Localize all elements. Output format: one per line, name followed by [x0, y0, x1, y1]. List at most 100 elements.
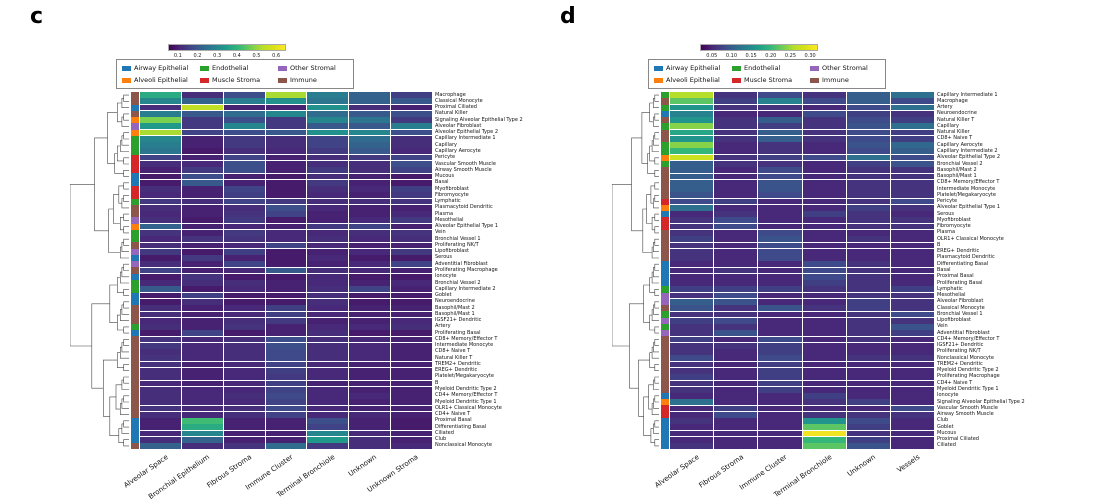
- heatmap-cell: [670, 249, 713, 255]
- heatmap-cell: [847, 211, 890, 217]
- heatmap-cell: [803, 374, 846, 380]
- row-label: Proximal Ciliated: [937, 437, 979, 442]
- heatmap-cell: [847, 205, 890, 211]
- heatmap-cell: [891, 424, 934, 430]
- heatmap-cell: [758, 136, 801, 142]
- row-label: Basophil/Mast 1: [937, 174, 977, 179]
- heatmap-cell: [670, 299, 713, 305]
- heatmap-cell: [891, 199, 934, 205]
- heatmap-cell: [847, 199, 890, 205]
- heatmap-cell: [891, 337, 934, 343]
- heatmap-cell: [891, 268, 934, 274]
- row-label: Basophil/Mast 2: [937, 168, 977, 173]
- heatmap-cell: [891, 280, 934, 286]
- heatmap-cell: [670, 274, 713, 280]
- heatmap-cell: [803, 286, 846, 292]
- heatmap-cell: [803, 130, 846, 136]
- heatmap-cell: [847, 230, 890, 236]
- heatmap-cell: [847, 324, 890, 330]
- row-label: Bronchial Vessel 2: [937, 162, 983, 167]
- heatmap-cell: [803, 268, 846, 274]
- heatmap-cell: [891, 111, 934, 117]
- row-label: Plasma: [937, 230, 955, 235]
- heatmap-cell: [803, 437, 846, 443]
- row-label: Macrophage: [937, 99, 968, 104]
- heatmap-cell: [847, 305, 890, 311]
- heatmap-cell: [714, 381, 757, 387]
- heatmap-cell: [847, 381, 890, 387]
- heatmap-cell: [847, 130, 890, 136]
- heatmap-cell: [847, 249, 890, 255]
- heatmap-cell: [714, 393, 757, 399]
- heatmap-cell: [847, 180, 890, 186]
- heatmap-cell: [714, 142, 757, 148]
- row-label: Ionocyte: [937, 393, 959, 398]
- heatmap-cell: [758, 393, 801, 399]
- heatmap-cell: [758, 105, 801, 111]
- heatmap-cell: [847, 274, 890, 280]
- heatmap-cell: [758, 324, 801, 330]
- legend-item: Endothelial: [732, 64, 802, 72]
- heatmap-cell: [847, 98, 890, 104]
- heatmap-cell: [714, 136, 757, 142]
- heatmap-cell: [803, 136, 846, 142]
- heatmap-cell: [670, 286, 713, 292]
- heatmap-cell: [891, 399, 934, 405]
- heatmap-cell: [670, 280, 713, 286]
- heatmap-cell: [714, 148, 757, 154]
- row-label: Lymphatic: [937, 287, 963, 292]
- heatmap-cell: [758, 418, 801, 424]
- heatmap-cell: [714, 268, 757, 274]
- heatmap-cell: [714, 349, 757, 355]
- heatmap-cell: [891, 374, 934, 380]
- heatmap-cell: [891, 355, 934, 361]
- row-label: Classical Monocyte: [937, 306, 985, 311]
- heatmap-cell: [758, 117, 801, 123]
- row-label: Natural Killer: [937, 130, 970, 135]
- heatmap-cell: [847, 167, 890, 173]
- heatmap-cell: [847, 268, 890, 274]
- heatmap-cell: [758, 305, 801, 311]
- heatmap-cell: [803, 224, 846, 230]
- heatmap-cell: [670, 424, 713, 430]
- heatmap-cell: [891, 136, 934, 142]
- heatmap-cell: [758, 399, 801, 405]
- heatmap-cell: [891, 324, 934, 330]
- heatmap-cell: [758, 274, 801, 280]
- heatmap-cell: [891, 211, 934, 217]
- heatmap-cell: [891, 255, 934, 261]
- heatmap-grid: [670, 92, 934, 449]
- row-label: Proliferating Basal: [937, 281, 983, 286]
- heatmap-cell: [714, 261, 757, 267]
- legend-item-label: Muscle Stroma: [744, 76, 792, 84]
- heatmap-cell: [758, 123, 801, 129]
- heatmap-cell: [847, 355, 890, 361]
- heatmap-cell: [803, 431, 846, 437]
- heatmap-cell: [714, 418, 757, 424]
- heatmap-cell: [670, 362, 713, 368]
- row-label: IGSF21+ Dendritic: [937, 343, 983, 348]
- heatmap-cell: [758, 249, 801, 255]
- heatmap-cell: [670, 399, 713, 405]
- heatmap-cell: [891, 92, 934, 98]
- row-label: Capillary Intermediate 1: [937, 93, 998, 98]
- heatmap-cell: [714, 174, 757, 180]
- heatmap-cell: [891, 217, 934, 223]
- heatmap-cell: [758, 293, 801, 299]
- heatmap-cell: [891, 286, 934, 292]
- heatmap-cell: [714, 130, 757, 136]
- legend-swatch-icon: [810, 78, 819, 83]
- heatmap-cell: [891, 312, 934, 318]
- heatmap-cell: [803, 368, 846, 374]
- row-label: Intermediate Monocyte: [937, 187, 995, 192]
- heatmap-cell: [758, 243, 801, 249]
- heatmap-cell: [891, 443, 934, 449]
- heatmap-cell: [803, 217, 846, 223]
- heatmap-cell: [803, 393, 846, 399]
- heatmap-cell: [670, 293, 713, 299]
- heatmap-cell: [891, 148, 934, 154]
- heatmap-cell: [714, 167, 757, 173]
- row-label: Vascular Smooth Muscle: [937, 406, 998, 411]
- heatmap-cell: [847, 387, 890, 393]
